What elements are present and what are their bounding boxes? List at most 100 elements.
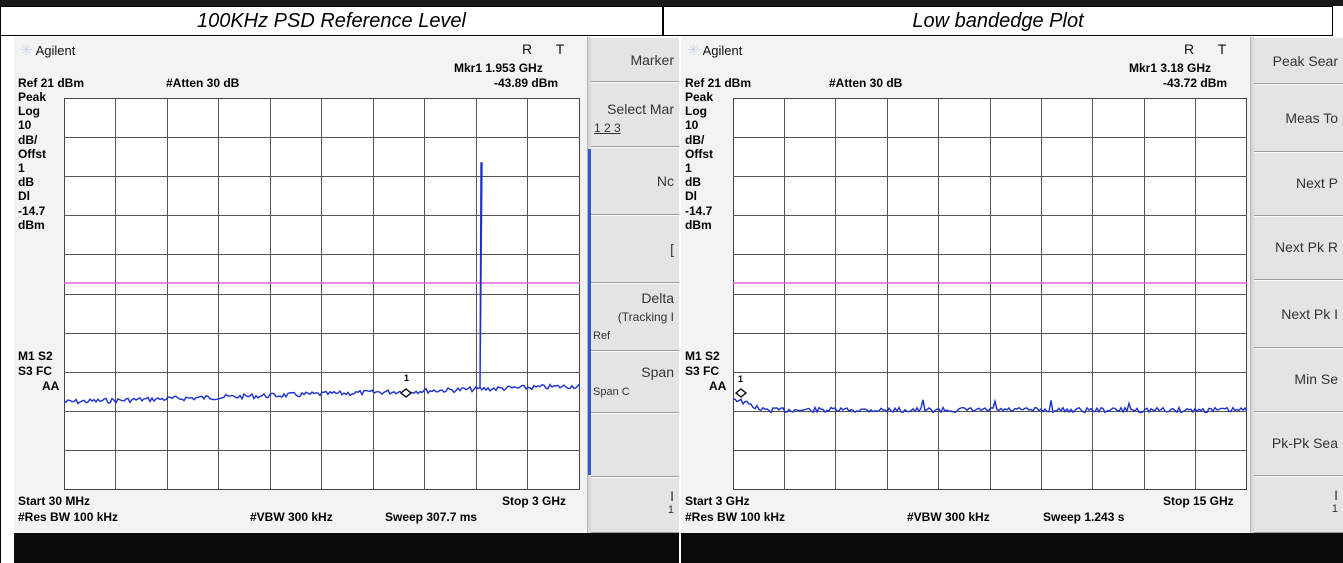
- scale-label: 10: [18, 118, 32, 133]
- vbw: #VBW 300 kHz: [907, 510, 990, 524]
- softkey-select-marker[interactable]: Select Mar 1 2 3: [591, 82, 679, 147]
- scale-label: Log: [18, 104, 40, 119]
- brand-text: Agilent: [702, 43, 743, 58]
- agilent-logo: ✳ Agilent: [687, 41, 742, 59]
- scale-label: dBm: [18, 217, 45, 232]
- sweep-mode: S3 FC: [685, 364, 720, 378]
- softkey-next-pk-left[interactable]: Next Pk I: [1254, 280, 1343, 348]
- softkey-label: Select Mar: [607, 101, 674, 117]
- top-border: [0, 0, 1343, 6]
- ref-level: Ref 21 dBm: [18, 76, 85, 90]
- softkey-min-search[interactable]: Min Se: [1254, 348, 1343, 412]
- softkey-label: I: [1334, 487, 1338, 503]
- softkey-meas-tools[interactable]: Meas To: [1254, 84, 1343, 152]
- marker-mode: M1 S2: [685, 349, 720, 363]
- status-indicator: R T: [1184, 41, 1237, 57]
- scale-label: Peak: [685, 90, 714, 104]
- scale-label: dB/: [18, 132, 38, 147]
- marker-mode: M1 S2: [18, 349, 53, 363]
- softkey-span[interactable]: Span Span C: [591, 351, 679, 413]
- res-bw: #Res BW 100 kHz: [685, 510, 786, 524]
- softkey-blank[interactable]: [591, 413, 679, 477]
- softkey-label: I: [670, 488, 674, 504]
- attenuation: #Atten 30 dB: [829, 76, 903, 90]
- left-plot-title: 100KHz PSD Reference Level: [0, 6, 663, 36]
- marker-diamond-icon: [399, 388, 413, 398]
- scale-label: 1: [685, 161, 692, 176]
- softkey-peak-search[interactable]: Peak Sear: [1254, 37, 1343, 84]
- scale-label: dB: [18, 175, 34, 190]
- softkey-next-pk-right[interactable]: Next Pk R: [1254, 216, 1343, 280]
- left-analyzer-screen: ✳ Agilent R T Mkr1 1.953 GHz Ref 21 dBm #…: [14, 37, 679, 563]
- scale-label: 10: [685, 118, 699, 133]
- stop-freq: Stop 3 GHz: [502, 494, 567, 508]
- softkey-marker[interactable]: Marker: [591, 37, 679, 82]
- softkey-delta[interactable]: Delta (Tracking I Ref: [591, 283, 679, 351]
- softkey-label: Nc: [656, 173, 674, 189]
- left-graticule: 1: [64, 98, 580, 490]
- softkey-page-number: 1: [667, 504, 674, 516]
- softkey-more[interactable]: I 1: [591, 477, 679, 533]
- scale-label: dB/: [685, 132, 705, 147]
- vbw: #VBW 300 kHz: [250, 510, 333, 524]
- softkey-ref-label: Ref: [593, 330, 611, 342]
- softkey-label: Peak Sear: [1272, 53, 1338, 69]
- softkey-more[interactable]: I 1: [1254, 476, 1343, 533]
- marker-readout: Mkr1 3.18 GHz: [1129, 61, 1212, 75]
- scale-label: dB: [685, 175, 701, 190]
- right-plot-title: Low bandedge Plot: [663, 6, 1333, 36]
- left-margin: [0, 36, 14, 563]
- agilent-spark-icon: ✳: [20, 42, 33, 59]
- scale-labels: Peak Log 10 dB/ Offst 1 dB Dl -14.7 dBm: [685, 90, 713, 232]
- right-analyzer-screen: ✳ Agilent R T Mkr1 3.18 GHz Ref 21 dBm #A…: [681, 37, 1343, 563]
- stop-freq: Stop 15 GHz: [1163, 494, 1234, 508]
- marker-number: 1: [404, 373, 409, 383]
- scale-labels: Peak Log 10 dB/ Offst 1 dB Dl -14.7 dBm: [18, 90, 46, 232]
- softkey-label: Delta: [641, 290, 674, 306]
- scale-label: Dl: [685, 189, 697, 204]
- res-bw: #Res BW 100 kHz: [18, 510, 119, 524]
- agilent-logo: ✳ Agilent: [20, 41, 75, 59]
- brand-text: Agilent: [35, 43, 76, 58]
- right-graticule: 1: [733, 98, 1247, 490]
- softkey-label: Pk-Pk Sea: [1271, 435, 1338, 451]
- softkey-bracket: [588, 149, 591, 475]
- coupling-mode: AA: [42, 379, 60, 393]
- marker-value: -43.72 dBm: [1163, 76, 1228, 90]
- softkey-page-number: 1: [1331, 503, 1338, 515]
- softkey-label: Min Se: [1294, 371, 1338, 387]
- spectrum-trace: [733, 398, 1247, 414]
- sweep-time: Sweep 1.243 s: [1043, 510, 1125, 524]
- start-freq: Start 30 MHz: [18, 494, 91, 508]
- softkey-delta-pair[interactable]: [: [591, 215, 679, 283]
- scale-label: Offst: [685, 146, 713, 161]
- grid-lines: [64, 98, 580, 490]
- softkey-sublabel: Span C: [593, 386, 630, 398]
- coupling-mode: AA: [709, 379, 727, 393]
- softkey-label: Meas To: [1285, 110, 1338, 126]
- marker-value: -43.89 dBm: [494, 76, 559, 90]
- sweep-mode: S3 FC: [18, 364, 53, 378]
- softkey-next-peak[interactable]: Next P: [1254, 152, 1343, 216]
- softkey-label: Next Pk I: [1281, 306, 1338, 322]
- scale-label: Log: [685, 104, 707, 119]
- scale-label: -14.7: [685, 203, 713, 218]
- scale-label: Peak: [18, 90, 47, 104]
- spectrum-trace: [64, 162, 580, 405]
- softkey-label: Span: [641, 364, 674, 380]
- scale-label: Dl: [18, 189, 30, 204]
- start-freq: Start 3 GHz: [685, 494, 750, 508]
- grid-lines: [733, 98, 1247, 490]
- right-softkey-panel: Peak Sear Meas To Next P Next Pk R Next …: [1250, 37, 1343, 533]
- scale-label: dBm: [685, 217, 712, 232]
- scale-label: -14.7: [18, 203, 46, 218]
- attenuation: #Atten 30 dB: [166, 76, 240, 90]
- softkey-label: Marker: [630, 52, 674, 68]
- scale-label: Offst: [18, 146, 46, 161]
- softkey-pk-pk-search[interactable]: Pk-Pk Sea: [1254, 412, 1343, 476]
- scale-label: 1: [18, 161, 25, 176]
- sweep-time: Sweep 307.7 ms: [385, 510, 478, 524]
- marker-number-choices: 1 2 3: [594, 121, 621, 135]
- softkey-normal[interactable]: Nc: [591, 147, 679, 215]
- left-softkey-panel: Marker Select Mar 1 2 3 Nc [ Delta (Trac…: [587, 37, 679, 533]
